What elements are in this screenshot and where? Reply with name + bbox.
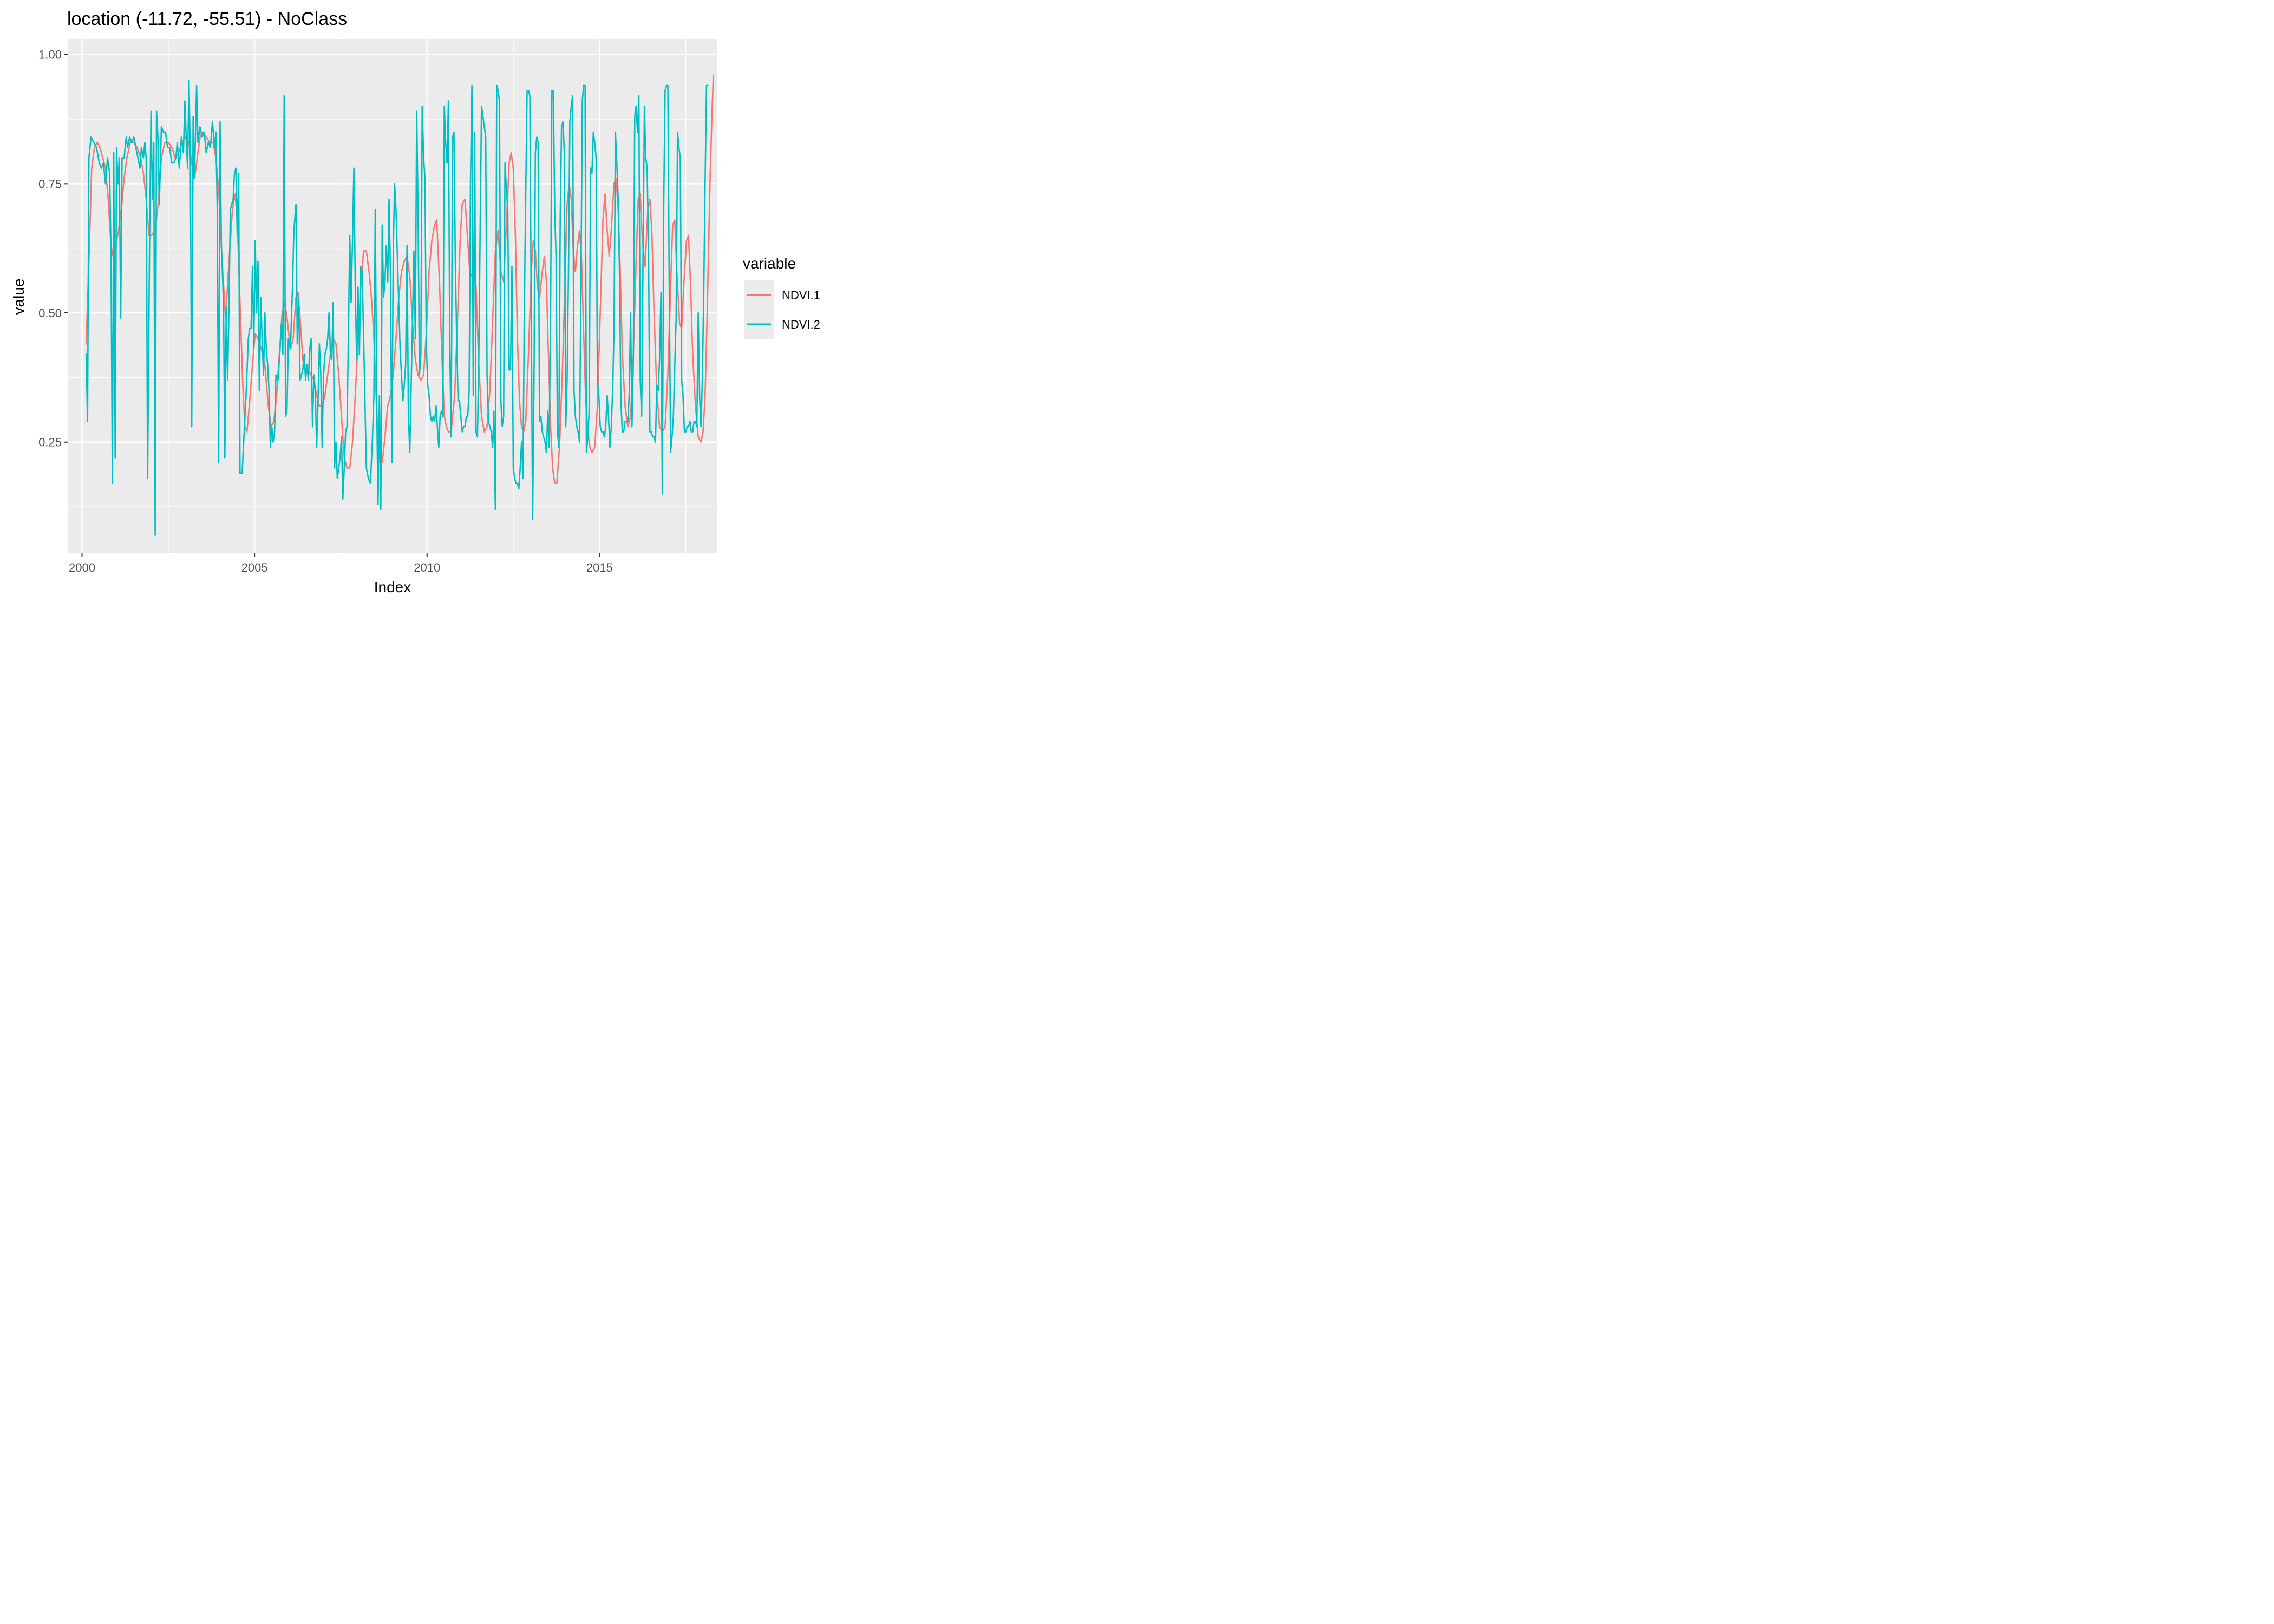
legend-label-ndvi2: NDVI.2 bbox=[782, 318, 820, 331]
legend: variable NDVI.1 NDVI.2 bbox=[743, 255, 820, 339]
chart: location (-11.72, -55.51) - NoClass 2000… bbox=[10, 9, 820, 595]
y-tick-label-0: 0.25 bbox=[38, 436, 62, 449]
x-tick-label-2: 2010 bbox=[414, 561, 440, 574]
legend-label-ndvi1: NDVI.1 bbox=[782, 289, 820, 302]
x-axis: 2000 2005 2010 2015 bbox=[69, 553, 613, 574]
series-layer bbox=[85, 74, 714, 536]
x-axis-title: Index bbox=[374, 579, 411, 595]
legend-title: variable bbox=[743, 255, 796, 272]
x-tick-label-1: 2005 bbox=[241, 561, 268, 574]
y-tick-label-1: 0.50 bbox=[38, 306, 62, 320]
x-tick-label-0: 2000 bbox=[69, 561, 95, 574]
series-line-ndvi-2 bbox=[85, 80, 709, 536]
y-axis: 0.25 0.50 0.75 1.00 bbox=[38, 48, 68, 449]
x-tick-label-3: 2015 bbox=[586, 561, 613, 574]
y-axis-title: value bbox=[10, 279, 27, 315]
y-tick-label-3: 1.00 bbox=[38, 48, 62, 62]
chart-title: location (-11.72, -55.51) - NoClass bbox=[67, 9, 347, 29]
y-tick-label-2: 0.75 bbox=[38, 177, 62, 191]
